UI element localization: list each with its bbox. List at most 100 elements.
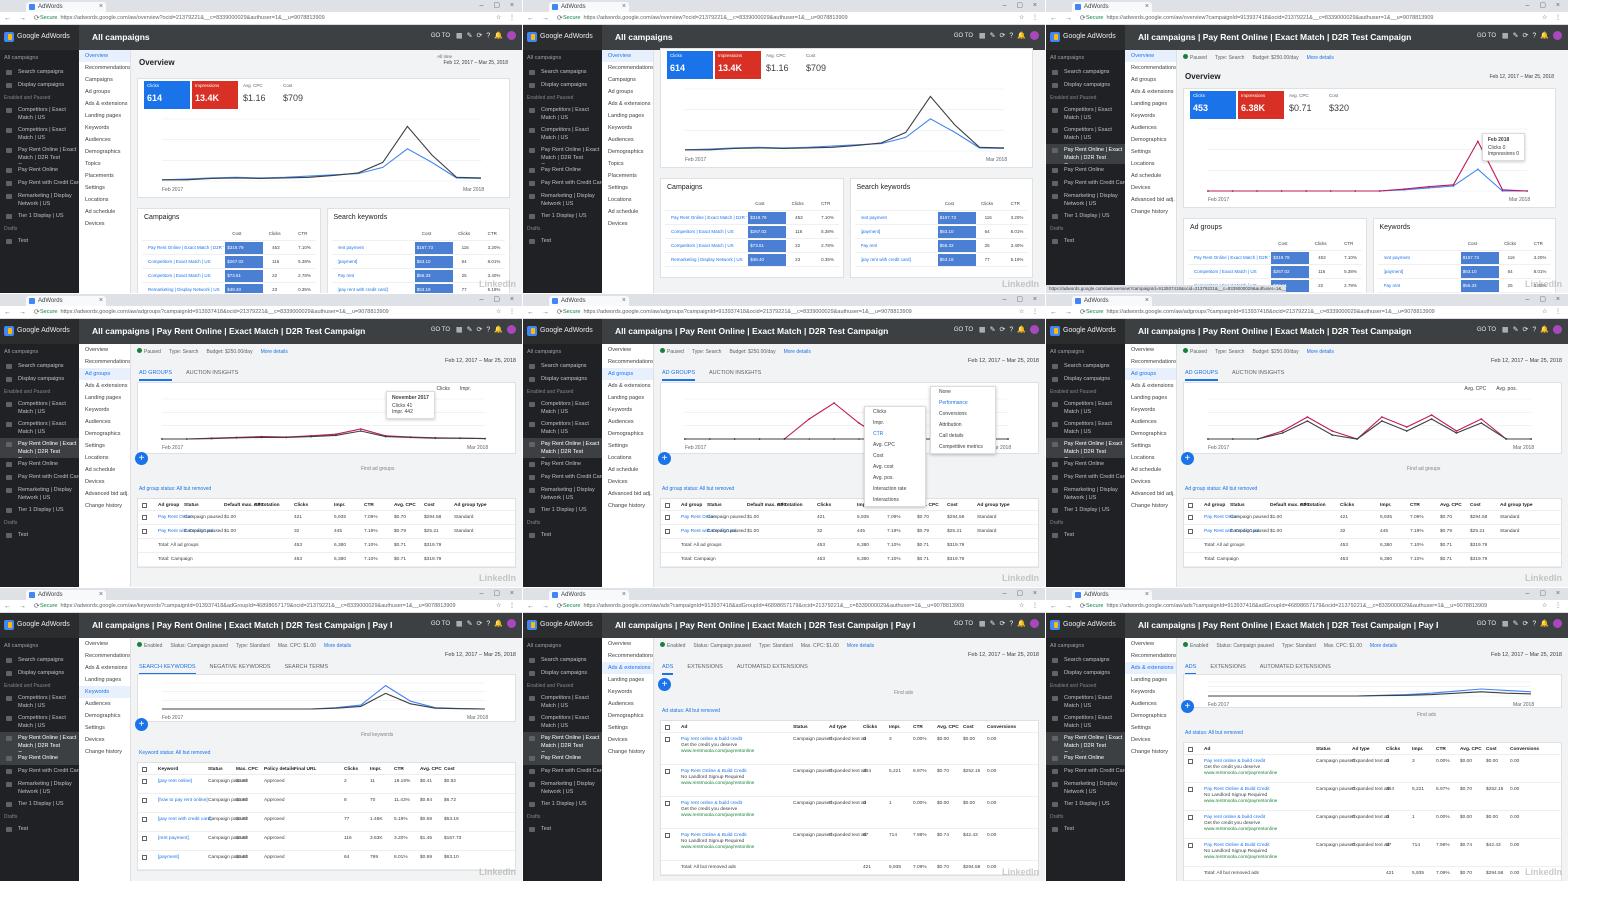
tab[interactable]: SEARCH TERMS bbox=[284, 664, 329, 670]
more-details-link[interactable]: More details bbox=[260, 349, 288, 355]
column-header[interactable]: Ad group bbox=[158, 503, 180, 508]
column-header[interactable]: Clicks bbox=[817, 503, 832, 508]
row-checkbox[interactable] bbox=[142, 817, 147, 822]
column-header[interactable]: Cost bbox=[947, 503, 958, 508]
column-header[interactable]: Ad bbox=[1204, 747, 1211, 752]
page-menu-item[interactable]: Change history bbox=[85, 503, 122, 509]
sidebar-item[interactable]: Pay Rent Online | Exact Match | D2R Test… bbox=[0, 732, 79, 752]
cell-kw[interactable]: [pay rent with credit card] bbox=[158, 817, 212, 822]
sidebar-item[interactable]: Pay Rent Online | Exact Match | D2R Test… bbox=[523, 144, 602, 164]
row-name[interactable]: [pay rent with credit card] bbox=[337, 287, 388, 292]
sidebar-item[interactable]: Tier 1 Display | US bbox=[1046, 210, 1125, 223]
report-icon[interactable]: ▦ bbox=[1502, 620, 1513, 628]
sidebar-item[interactable]: Competitors | Exact Match | US bbox=[523, 712, 602, 732]
row-name[interactable]: rent payment bbox=[1383, 255, 1410, 260]
page-menu-item[interactable]: Keywords bbox=[85, 407, 110, 413]
row-name[interactable]: Pay rent bbox=[1383, 283, 1401, 288]
page-menu-item[interactable]: Keywords bbox=[1131, 407, 1156, 413]
row-checkbox[interactable] bbox=[665, 801, 670, 806]
status-badge[interactable]: Paused bbox=[660, 348, 684, 355]
cell-name[interactable]: Pay Rent Online bbox=[681, 515, 716, 520]
sidebar-item[interactable]: Tier 1 Display | US bbox=[523, 210, 602, 223]
sidebar-item[interactable]: Competitors | Exact Match | US bbox=[1046, 124, 1125, 144]
add-ad-button[interactable]: + bbox=[1181, 700, 1194, 713]
cell-name[interactable]: Pay Rent Online bbox=[1204, 515, 1239, 520]
cell-name[interactable]: Pay Rent with Credit Card bbox=[158, 529, 214, 534]
sidebar-item[interactable]: Search campaigns bbox=[0, 360, 79, 373]
sidebar-item[interactable]: Pay Rent with Credit Card bbox=[523, 471, 602, 484]
row-checkbox[interactable] bbox=[1188, 759, 1193, 764]
metric-menu-item[interactable]: Impr. bbox=[873, 420, 885, 426]
column-header-cost[interactable]: Cost bbox=[421, 231, 431, 236]
column-header[interactable]: Conversions bbox=[1510, 747, 1540, 752]
column-header-clicks[interactable]: Clicks bbox=[1314, 241, 1327, 246]
page-menu-item[interactable]: Overview bbox=[608, 347, 631, 353]
browser-nav-buttons[interactable]: ← → ⟳ bbox=[4, 309, 43, 316]
page-menu-item[interactable]: Campaigns bbox=[85, 77, 113, 83]
page-menu-item[interactable]: Ads & extensions bbox=[85, 383, 128, 389]
browser-tab[interactable]: AdWords × bbox=[1072, 2, 1152, 12]
sidebar-item[interactable]: Pay Rent Online | Exact Match | D2R Test… bbox=[1046, 732, 1125, 752]
brand-area[interactable]: Google AdWords bbox=[0, 25, 79, 50]
page-menu-item[interactable]: Devices bbox=[85, 479, 105, 485]
close-tab-icon[interactable]: × bbox=[98, 297, 103, 304]
browser-nav-buttons[interactable]: ← → ⟳ bbox=[1050, 15, 1089, 22]
sidebar-item[interactable]: Pay Rent Online bbox=[1046, 752, 1125, 765]
status-filter-chip[interactable]: Ad group status: All but removed bbox=[139, 486, 212, 492]
status-badge[interactable]: Enabled bbox=[137, 642, 162, 649]
sidebar-item[interactable]: Pay Rent with Credit Card bbox=[0, 177, 79, 190]
row-name[interactable]: Competitors | Exact Match | US bbox=[671, 229, 734, 234]
help-icon[interactable]: ? bbox=[1009, 326, 1018, 334]
refresh-icon[interactable]: ⟳ bbox=[1522, 326, 1533, 334]
table-row[interactable]: Pay Rent with Credit Card Campaign paused… bbox=[138, 525, 515, 539]
sidebar-item[interactable]: Competitors | Exact Match | US bbox=[0, 712, 79, 732]
column-header[interactable]: Default max. CPC bbox=[224, 503, 264, 508]
browser-tab[interactable]: AdWords × bbox=[549, 2, 629, 12]
row-checkbox[interactable] bbox=[142, 836, 147, 841]
row-name[interactable]: Pay Rent Online | Exact Match | D2R Test bbox=[148, 245, 225, 250]
summary-row[interactable]: Competitors | Exact Match | US $267.02 116… bbox=[142, 255, 316, 269]
sidebar-header[interactable]: All campaigns bbox=[527, 643, 562, 649]
sidebar-item[interactable]: Tier 1 Display | US bbox=[523, 504, 602, 517]
metric-card[interactable]: Cost $320 bbox=[1326, 91, 1372, 119]
breadcrumb[interactable]: All campaigns | Pay Rent Online | Exact … bbox=[615, 326, 889, 336]
column-header[interactable]: Default max. CPC bbox=[747, 503, 787, 508]
page-menu-item[interactable]: Ad schedule bbox=[85, 209, 116, 215]
table-row[interactable]: Pay rent online & build credit Campaign p… bbox=[1184, 755, 1561, 783]
table-row[interactable]: [pay rent online] Campaign paused $1.00 App… bbox=[138, 775, 515, 794]
metric-card[interactable]: Impressions 13.4K bbox=[192, 81, 238, 109]
row-name[interactable]: [pay rent with credit card] bbox=[860, 257, 911, 262]
page-menu-item[interactable]: Ads & extensions bbox=[1131, 89, 1174, 95]
page-menu-item[interactable]: Devices bbox=[608, 479, 628, 485]
page-menu-item[interactable]: Demographics bbox=[1131, 431, 1167, 437]
report-icon[interactable]: ▦ bbox=[979, 32, 990, 40]
summary-row[interactable]: rent payment $167.73 116 3.20% bbox=[331, 241, 505, 255]
column-header[interactable]: Ad type bbox=[1352, 747, 1370, 752]
page-menu-item[interactable]: Audiences bbox=[608, 419, 634, 425]
bell-icon[interactable]: 🔔 bbox=[1540, 32, 1553, 40]
performance-chart[interactable]: Feb 2017 Mar 2018 bbox=[1190, 393, 1541, 451]
address-field[interactable]: Secure https://adwords.google.com/aw/keyw… bbox=[40, 602, 482, 611]
more-details-link[interactable]: More details bbox=[1306, 349, 1334, 355]
row-name[interactable]: Remarketing | Display Network | US bbox=[148, 287, 220, 292]
row-checkbox[interactable] bbox=[665, 529, 670, 534]
cell-kw[interactable]: [payment] bbox=[158, 855, 180, 860]
page-menu-item[interactable]: Ad groups bbox=[602, 368, 653, 380]
add-ad-button[interactable]: + bbox=[658, 678, 671, 691]
breadcrumb[interactable]: All campaigns bbox=[92, 32, 150, 42]
sidebar-item[interactable]: Competitors | Exact Match | US bbox=[523, 692, 602, 712]
metric-selector-1[interactable]: Avg. CPC bbox=[1464, 386, 1487, 392]
column-menu-item[interactable]: Performance bbox=[939, 400, 968, 406]
table-row[interactable]: [pay rent with credit card] Campaign paus… bbox=[138, 813, 515, 832]
window-controls[interactable]: – ▢ × bbox=[1002, 296, 1041, 303]
date-range-picker[interactable]: Feb 12, 2017 – Mar 25, 2018 bbox=[443, 60, 509, 66]
tab[interactable]: AUTOMATED EXTENSIONS bbox=[1259, 664, 1331, 670]
sidebar-item[interactable]: Pay Rent Online | Exact Match | D2R Test… bbox=[523, 438, 602, 458]
row-checkbox[interactable] bbox=[665, 769, 670, 774]
column-header-clicks[interactable]: Clicks bbox=[791, 201, 804, 206]
sidebar-item[interactable]: Pay Rent Online bbox=[0, 752, 79, 765]
brand-area[interactable]: Google AdWords bbox=[1046, 613, 1125, 638]
page-menu-item[interactable]: Demographics bbox=[85, 149, 121, 155]
metric-card[interactable]: Impressions 13.4K bbox=[715, 51, 761, 79]
wrench-icon[interactable]: ✎ bbox=[989, 620, 1000, 628]
